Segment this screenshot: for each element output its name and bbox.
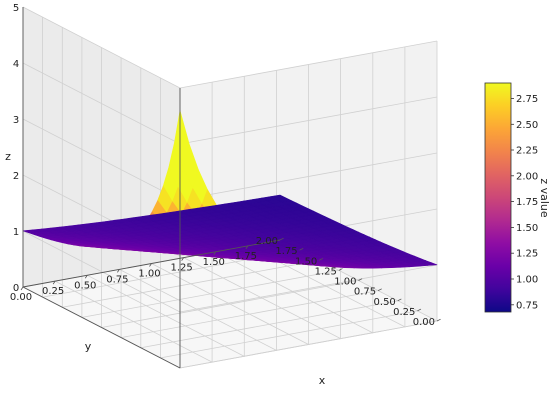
x-tick-label: 0.75 [106,274,128,285]
y-tick-label: 1.00 [334,277,356,288]
x-tick-mark [117,269,120,273]
x-tick-mark [213,251,217,255]
surface-patch [270,194,286,200]
y-tick-mark [436,318,441,322]
y-tick-mark [338,268,343,271]
x-tick-mark [20,286,24,291]
colorbar-tick-label: 2.50 [516,120,538,131]
colorbar-label: z value [538,178,550,218]
x-tick-label: 0.00 [10,292,32,303]
y-tick-mark [319,258,324,261]
z-tick-label: 0 [13,283,19,294]
y-tick-mark [358,278,363,281]
colorbar-tick-label: 1.75 [516,197,538,208]
z-tick-label: 2 [13,171,19,182]
y-tick-label: 1.25 [315,266,337,277]
y-axis-label: y [85,340,92,353]
y-tick-label: 0.25 [393,307,415,318]
surface [22,110,438,269]
tick-labels: 0.000.250.500.751.001.251.501.752.000.00… [10,3,441,328]
z-tick-label: 4 [13,59,19,70]
z-tick-label: 5 [13,3,19,14]
colorbar-tick-label: 1.00 [516,275,538,286]
x-tick-mark [84,275,88,279]
x-tick-mark [245,245,249,250]
y-tick-mark [397,298,402,302]
colorbar-tick-label: 1.50 [516,223,538,234]
colorbar-tick-label: 2.75 [516,94,538,105]
colorbar-bar [484,82,512,313]
y-tick-mark [279,237,284,241]
x-tick-label: 1.50 [203,257,225,268]
x-tick-mark [149,263,152,267]
y-tick-mark [377,288,382,291]
z-tick-label: 1 [13,227,19,238]
z-tick-label: 3 [13,115,19,126]
x-tick-mark [181,257,184,261]
y-tick-label: 2.00 [256,236,278,247]
y-tick-label: 0.75 [354,287,376,298]
axis-panes [23,7,437,368]
colorbar-tick-label: 0.75 [516,300,538,311]
colorbar-tick-label: 2.00 [516,171,538,182]
y-tick-label: 1.75 [275,246,297,257]
colorbar-tick-label: 1.25 [516,249,538,260]
colorbar: 0.75 1.00 1.25 1.50 1.75 2.00 2.25 2.50 2.75 [484,82,538,313]
x-axis-label: x [319,374,326,387]
x-tick-label: 1.75 [235,251,257,262]
y-tick-label: 0.50 [374,297,396,308]
x-tick-label: 1.25 [170,263,192,274]
z-axis-label: z [5,150,11,163]
x-tick-mark [52,280,56,285]
y-tick-mark [417,308,422,312]
colorbar-tick-label: 2.25 [516,146,538,157]
y-tick-label: 0.00 [413,317,435,328]
y-axis-edge [22,286,181,369]
y-tick-label: 1.50 [295,256,317,267]
x-tick-label: 0.50 [74,280,96,291]
x-tick-label: 1.00 [138,269,160,280]
y-tick-mark [299,247,304,251]
x-tick-label: 0.25 [42,286,64,297]
